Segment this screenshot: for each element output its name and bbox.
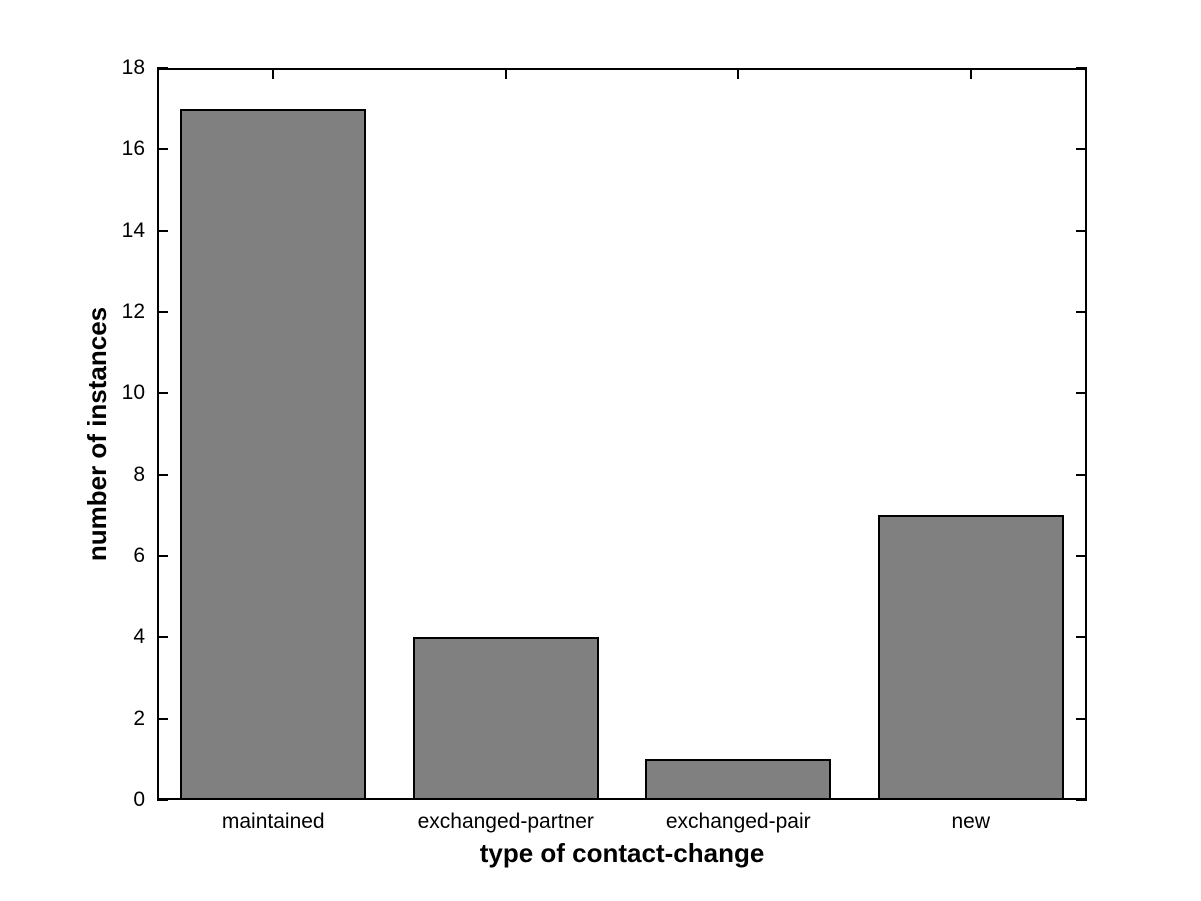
y-tick-right	[1076, 636, 1087, 639]
y-tick-right	[1076, 799, 1087, 801]
y-tick-left	[157, 473, 168, 476]
plot-area	[157, 67, 1087, 801]
y-tick-left	[157, 799, 168, 801]
y-tick-label: 0	[133, 788, 145, 811]
y-tick-left	[157, 555, 168, 557]
bar-new	[877, 515, 1064, 800]
y-tick-right	[1076, 392, 1087, 395]
y-tick-left	[157, 311, 168, 313]
bar-maintained	[180, 108, 367, 800]
x-tick-top	[969, 68, 972, 79]
y-tick-label: 14	[121, 218, 145, 242]
bar-exchanged-pair	[645, 759, 832, 800]
x-tick-top	[737, 68, 740, 79]
y-tick-left	[157, 392, 168, 395]
y-tick-label: 4	[133, 625, 145, 649]
x-tick-label: maintained	[221, 810, 325, 833]
y-tick-right	[1076, 473, 1087, 476]
x-tick-top	[504, 68, 507, 79]
x-tick-label: new	[951, 810, 991, 833]
y-tick-right	[1076, 229, 1087, 232]
bar-exchanged-partner	[412, 637, 599, 800]
x-tick-label: exchanged-pair	[665, 810, 811, 833]
y-tick-label: 6	[133, 544, 145, 567]
y-tick-right	[1076, 148, 1087, 151]
x-tick-top	[272, 68, 275, 79]
x-axis-label: type of contact-change	[479, 838, 765, 868]
y-tick-left	[157, 148, 168, 151]
y-tick-right	[1076, 555, 1087, 557]
y-tick-right	[1076, 717, 1087, 720]
bars-layer	[157, 68, 1087, 800]
y-tick-left	[157, 636, 168, 639]
y-tick-left	[157, 229, 168, 232]
y-tick-label: 8	[133, 462, 145, 486]
y-tick-label: 16	[121, 137, 145, 161]
y-tick-label: 18	[121, 56, 145, 79]
y-tick-right	[1076, 311, 1087, 313]
y-tick-label: 10	[121, 381, 145, 405]
y-tick-left	[157, 717, 168, 720]
y-tick-label: 12	[121, 300, 145, 323]
y-axis-label: number of instances	[82, 306, 112, 562]
x-tick-label: exchanged-partner	[417, 810, 594, 833]
y-tick-label: 2	[133, 706, 145, 730]
